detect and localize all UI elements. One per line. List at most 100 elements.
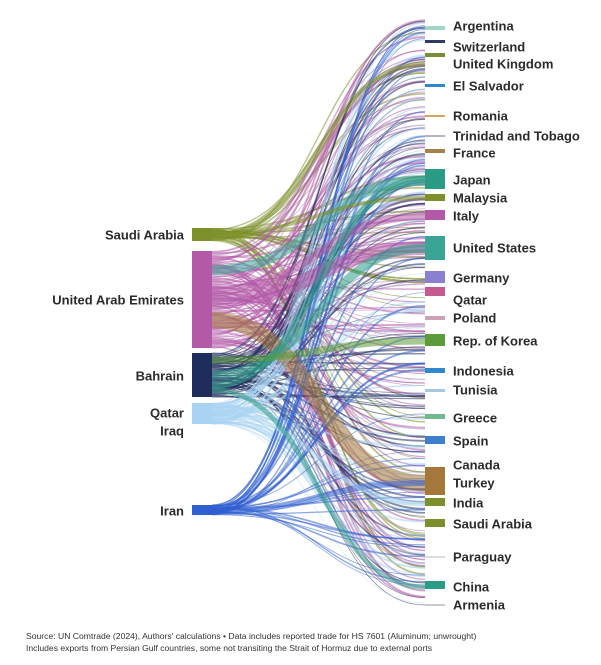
target-node-france-6 bbox=[425, 149, 445, 153]
flow-line-iraq-275 bbox=[211, 422, 426, 604]
target-node-italy-9 bbox=[425, 210, 445, 220]
target-label-canada-19: Canada bbox=[453, 458, 501, 473]
flow-line-united-arab-emirates-41 bbox=[211, 57, 426, 253]
target-label-armenia-25: Armenia bbox=[453, 598, 506, 613]
target-label-japan-7: Japan bbox=[453, 173, 491, 188]
target-label-poland-13: Poland bbox=[453, 311, 496, 326]
target-label-china-24: China bbox=[453, 580, 490, 595]
flow-line-qatar-273 bbox=[211, 421, 426, 523]
target-label-saudi-arabia-22: Saudi Arabia bbox=[453, 517, 533, 532]
flow-line-iran-294 bbox=[211, 508, 426, 586]
target-node-tunisia-16 bbox=[425, 389, 445, 392]
target-label-france-6: France bbox=[453, 146, 496, 161]
flow-band-bahrain-6 bbox=[211, 337, 426, 364]
flow-band-bahrain-5 bbox=[211, 176, 426, 389]
flow-layer bbox=[211, 19, 426, 606]
flow-line-united-arab-emirates-76 bbox=[211, 35, 426, 284]
flow-line-qatar-239 bbox=[211, 75, 426, 411]
target-node-saudi-arabia-22 bbox=[425, 519, 445, 527]
target-label-united-kingdom-2: United Kingdom bbox=[453, 57, 553, 72]
flow-line-qatar-254 bbox=[211, 415, 426, 536]
target-node-armenia-25 bbox=[425, 604, 445, 606]
target-node-qatar-12 bbox=[425, 287, 445, 296]
flow-band-iran-7 bbox=[211, 480, 426, 514]
flow-band-saudi-arabia-8 bbox=[211, 61, 426, 238]
flow-line-iran-303 bbox=[211, 510, 426, 576]
target-label-italy-9: Italy bbox=[453, 209, 480, 224]
target-label-greece-17: Greece bbox=[453, 411, 497, 426]
target-label-paraguay-23: Paraguay bbox=[453, 550, 512, 565]
target-label-switzerland-1: Switzerland bbox=[453, 40, 525, 55]
target-node-poland-13 bbox=[425, 316, 445, 320]
flow-line-bahrain-200 bbox=[211, 335, 426, 386]
target-node-indonesia-15 bbox=[425, 368, 445, 373]
flow-line-united-arab-emirates-135 bbox=[211, 19, 426, 336]
node-layer bbox=[192, 26, 445, 606]
flow-band-united-arab-emirates-1 bbox=[211, 212, 426, 294]
flow-line-iran-319 bbox=[211, 514, 426, 548]
target-label-trinidad-and-tobago-5: Trinidad and Tobago bbox=[453, 129, 580, 144]
footer-source-note: Source: UN Comtrade (2024), Authors' cal… bbox=[26, 631, 477, 641]
source-node-qatar bbox=[192, 403, 212, 423]
flow-band-united-arab-emirates-2 bbox=[211, 312, 426, 491]
target-label-turkey-20: Turkey bbox=[453, 476, 495, 491]
target-node-rep-of-korea-14 bbox=[425, 334, 445, 346]
target-node-el-salvador-3 bbox=[425, 84, 445, 87]
target-label-indonesia-15: Indonesia bbox=[453, 364, 514, 379]
target-node-turkey-20 bbox=[425, 473, 445, 495]
flow-band-bahrain-4 bbox=[211, 243, 426, 380]
target-node-india-21 bbox=[425, 498, 445, 506]
target-label-spain-18: Spain bbox=[453, 434, 488, 449]
source-label-bahrain: Bahrain bbox=[136, 369, 184, 384]
flow-line-united-arab-emirates-89 bbox=[211, 293, 426, 564]
target-node-japan-7 bbox=[425, 169, 445, 189]
target-node-argentina-0 bbox=[425, 26, 445, 30]
target-label-romania-4: Romania bbox=[453, 109, 509, 124]
flow-band-saudi-arabia-9 bbox=[211, 196, 426, 235]
target-label-argentina-0: Argentina bbox=[453, 19, 514, 34]
target-node-spain-18 bbox=[425, 436, 445, 444]
target-node-romania-4 bbox=[425, 115, 445, 117]
target-label-germany-11: Germany bbox=[453, 271, 510, 286]
flow-line-bahrain-168 bbox=[211, 20, 426, 366]
source-node-united-arab-emirates bbox=[192, 251, 212, 348]
flow-line-iran-316 bbox=[211, 135, 426, 515]
target-node-trinidad-and-tobago-5 bbox=[425, 135, 445, 137]
target-node-china-24 bbox=[425, 581, 445, 589]
target-node-greece-17 bbox=[425, 414, 445, 419]
flow-line-iran-318 bbox=[211, 509, 426, 516]
target-node-canada-19 bbox=[425, 467, 445, 473]
target-label-el-salvador-3: El Salvador bbox=[453, 79, 524, 94]
target-label-tunisia-16: Tunisia bbox=[453, 383, 498, 398]
label-layer: Saudi Arabia United Arab Emirates Bahrain Q… bbox=[52, 19, 580, 613]
source-label-iraq: Iraq bbox=[160, 424, 184, 439]
chart-footer: Source: UN Comtrade (2024), Authors' cal… bbox=[26, 630, 586, 654]
source-node-iraq bbox=[192, 423, 212, 424]
source-node-bahrain bbox=[192, 353, 212, 397]
footer-note: Includes exports from Persian Gulf count… bbox=[26, 643, 433, 653]
flow-line-iran-317 bbox=[211, 257, 426, 515]
target-node-switzerland-1 bbox=[425, 40, 445, 43]
flow-line-saudi-arabia-37 bbox=[211, 119, 426, 241]
flow-band-united-arab-emirates-3 bbox=[211, 175, 426, 275]
source-label-iran: Iran bbox=[160, 504, 184, 519]
target-label-rep-of-korea-14: Rep. of Korea bbox=[453, 334, 538, 349]
flow-band-qatar-10 bbox=[211, 410, 426, 506]
flow-band-bahrain-11 bbox=[211, 387, 426, 590]
source-label-qatar: Qatar bbox=[150, 406, 184, 421]
target-label-india-21: India bbox=[453, 496, 484, 511]
source-node-saudi-arabia bbox=[192, 228, 212, 241]
source-label-saudi-arabia: Saudi Arabia bbox=[105, 228, 185, 243]
target-node-united-states-10 bbox=[425, 236, 445, 260]
flow-line-qatar-270 bbox=[211, 420, 426, 465]
target-label-united-states-10: United States bbox=[453, 241, 536, 256]
flow-line-united-arab-emirates-74 bbox=[211, 115, 426, 283]
target-node-germany-11 bbox=[425, 271, 445, 283]
target-label-malaysia-8: Malaysia bbox=[453, 191, 508, 206]
flow-line-bahrain-205 bbox=[211, 346, 426, 389]
target-node-malaysia-8 bbox=[425, 194, 445, 201]
target-node-united-kingdom-2 bbox=[425, 53, 445, 57]
target-label-qatar-12: Qatar bbox=[453, 293, 487, 308]
source-node-iran bbox=[192, 505, 212, 515]
